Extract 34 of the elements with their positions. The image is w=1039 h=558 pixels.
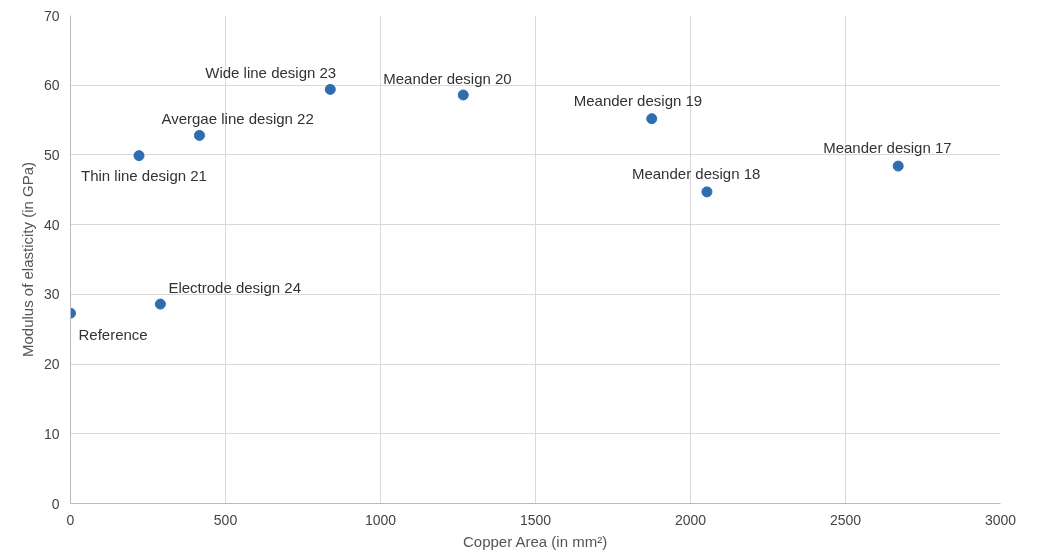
- x-tick-label: 3000: [984, 511, 1017, 528]
- y-axis-title: Modulus of elasticity (in GPa): [18, 161, 36, 358]
- annotation: Meander design 19: [573, 91, 703, 109]
- y-tick-label: 70: [43, 7, 60, 24]
- y-tick-label: 40: [43, 216, 60, 233]
- x-tick-label: 1500: [519, 511, 552, 528]
- point: [193, 129, 205, 141]
- annotation: Meander design 20: [383, 69, 512, 87]
- x-tick-label: 2000: [674, 511, 707, 528]
- point: [646, 113, 658, 125]
- y-tick-label: 10: [43, 425, 60, 442]
- annotation: Reference: [78, 326, 148, 344]
- y-tick-label: 30: [43, 286, 60, 303]
- y-tick-label: 20: [43, 356, 60, 373]
- annotation: Meander design 17: [823, 139, 952, 157]
- x-tick-label: 0: [66, 511, 75, 528]
- y-tick-label: 50: [43, 146, 60, 163]
- y-tick-label: 60: [43, 77, 60, 94]
- point: [892, 160, 904, 172]
- point: [324, 83, 336, 95]
- y-tick-label: 0: [51, 495, 60, 512]
- annotation: Meander design 18: [631, 164, 761, 182]
- point: [133, 150, 145, 162]
- x-tick-label: 1000: [364, 511, 397, 528]
- point: [701, 186, 713, 198]
- annotation: Electrode design 24: [168, 279, 301, 297]
- x-tick-label: 2500: [829, 511, 862, 528]
- x-axis-title: Copper Area (in mm²): [462, 532, 608, 550]
- x-tick-label: 500: [213, 511, 238, 528]
- annotation: Wide line design 23: [205, 64, 337, 82]
- annotation: Thin line design 21: [81, 166, 207, 184]
- point: [457, 89, 469, 101]
- annotation: Avergae line design 22: [161, 110, 314, 128]
- point: [154, 298, 166, 310]
